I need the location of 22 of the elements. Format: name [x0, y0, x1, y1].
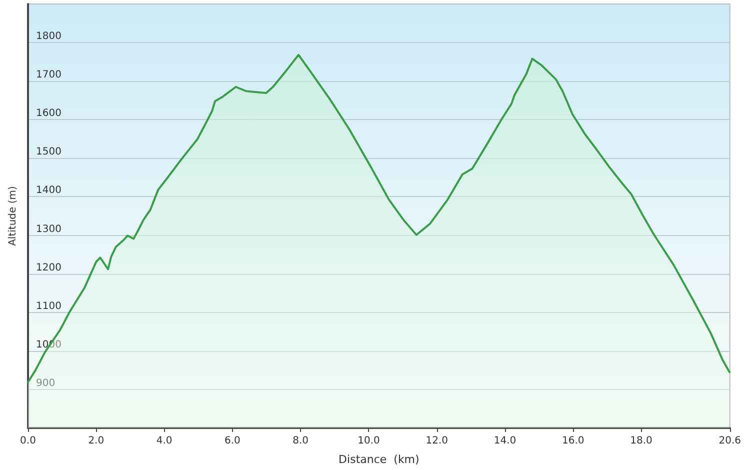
y-tick-label: 1100	[36, 300, 62, 312]
x-tick-label: 4.0	[156, 436, 172, 446]
x-tick-label: 10.0	[358, 436, 380, 446]
x-tick-label: 16.0	[562, 436, 584, 446]
x-tick-label: 12.0	[426, 436, 448, 446]
y-tick-label: 1500	[36, 146, 62, 158]
x-tick-label: 0.0	[20, 436, 36, 446]
y-tick-label: 1800	[36, 31, 62, 42]
x-tick-label: 2.0	[88, 436, 104, 446]
y-tick-label: 1300	[36, 224, 62, 235]
y-tick-label: 1200	[36, 262, 62, 274]
y-tick-label: 1700	[36, 70, 62, 81]
x-tick-label: 14.0	[494, 436, 516, 446]
y-tick-label: 1400	[36, 185, 62, 196]
x-tick-label: 6.0	[224, 436, 240, 446]
x-tick-label: 20.6	[718, 436, 741, 446]
y-axis-title: Altitude (m)	[8, 186, 18, 246]
y-tick-label: 900	[36, 378, 56, 389]
x-tick-label: 18.0	[630, 436, 652, 446]
y-tick-label: 1600	[36, 108, 62, 120]
x-axis-title: Distance (km)	[338, 453, 420, 466]
x-tick-label: 8.0	[292, 436, 309, 446]
